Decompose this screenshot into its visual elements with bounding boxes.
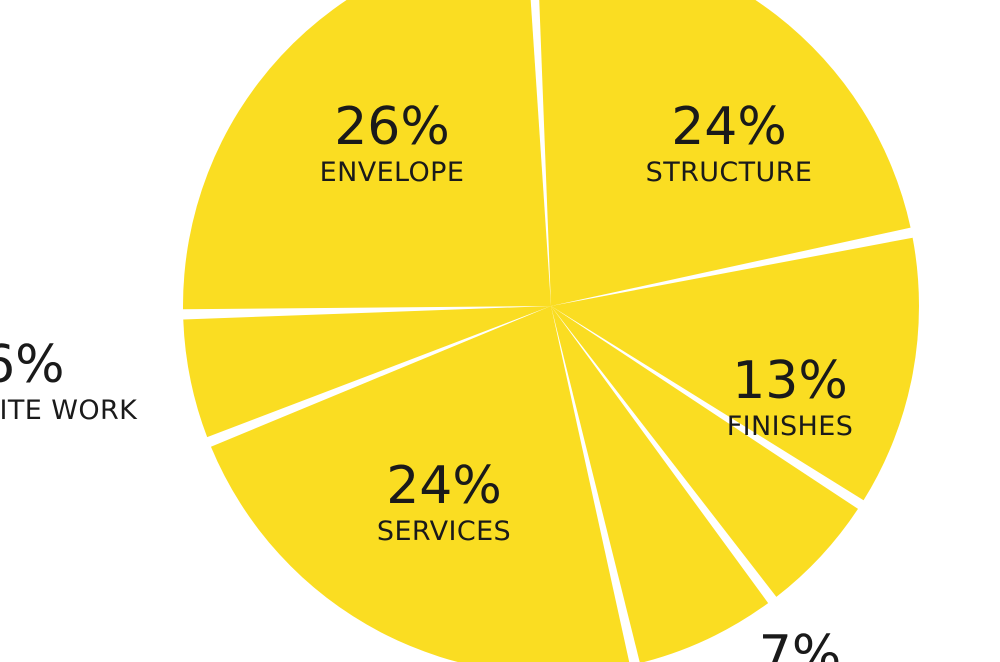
- pie-slice-structure: [539, 0, 911, 306]
- slice-percent-envelope: 26%: [334, 97, 450, 157]
- slice-name-envelope: ENVELOPE: [319, 156, 465, 188]
- slice-name-site-work: SITE WORK: [0, 394, 138, 426]
- slice-percent-site-work: 6%: [0, 335, 65, 395]
- pie-slice-group: [183, 0, 919, 662]
- slice-name-services: SERVICES: [376, 515, 512, 547]
- slice-label-services: 24% SERVICES: [320, 459, 568, 546]
- pie-slice-3: [551, 306, 769, 662]
- slice-name-structure: STRUCTURE: [645, 156, 813, 188]
- pie-slice-finishes: [551, 237, 919, 501]
- slice-percent-finishes: 13%: [732, 351, 848, 411]
- pie-slice-site-work: [183, 306, 551, 438]
- pie-slice-services: [210, 306, 630, 662]
- slice-name-finishes: FINISHES: [726, 410, 854, 442]
- slice-label-misc: 7%: [700, 628, 900, 662]
- slice-label-envelope: 26% ENVELOPE: [256, 100, 528, 187]
- pie-slice-2: [551, 306, 859, 597]
- pie-slice-envelope: [183, 0, 551, 310]
- slice-label-finishes: 13% FINISHES: [672, 354, 908, 441]
- slice-label-structure: 24% STRUCTURE: [593, 100, 865, 187]
- slice-percent-misc: 7%: [758, 625, 842, 662]
- slice-label-site-work: 6% SITE WORK: [0, 338, 172, 425]
- slice-percent-services: 24%: [386, 456, 502, 516]
- slice-percent-structure: 24%: [671, 97, 787, 157]
